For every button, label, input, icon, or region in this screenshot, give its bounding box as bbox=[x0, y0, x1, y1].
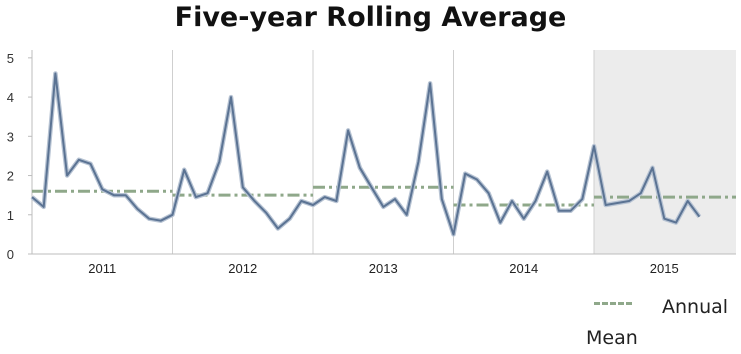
y-tick-label-3: 3 bbox=[7, 129, 14, 144]
x-tick-label-2011: 2011 bbox=[88, 261, 116, 276]
x-tick-label-2013: 2013 bbox=[369, 261, 398, 276]
series-line bbox=[31, 72, 701, 236]
legend-label-annual-mean: Annual Mean bbox=[586, 296, 729, 349]
y-tick-label-4: 4 bbox=[7, 90, 14, 105]
legend: Annual Mean bbox=[586, 290, 736, 349]
y-tick-label-1: 1 bbox=[7, 208, 14, 223]
highlight-band-2015 bbox=[594, 50, 736, 254]
x-tick-label-2014: 2014 bbox=[509, 261, 538, 276]
y-tick-label-5: 5 bbox=[7, 51, 14, 66]
x-tick-label-2012: 2012 bbox=[228, 261, 257, 276]
legend-annual-mean-swatch bbox=[594, 302, 632, 305]
x-tick-label-2015: 2015 bbox=[650, 261, 679, 276]
chart-title: Five-year Rolling Average bbox=[174, 2, 567, 33]
y-tick-label-0: 0 bbox=[7, 247, 14, 262]
y-tick-label-2: 2 bbox=[7, 169, 14, 184]
